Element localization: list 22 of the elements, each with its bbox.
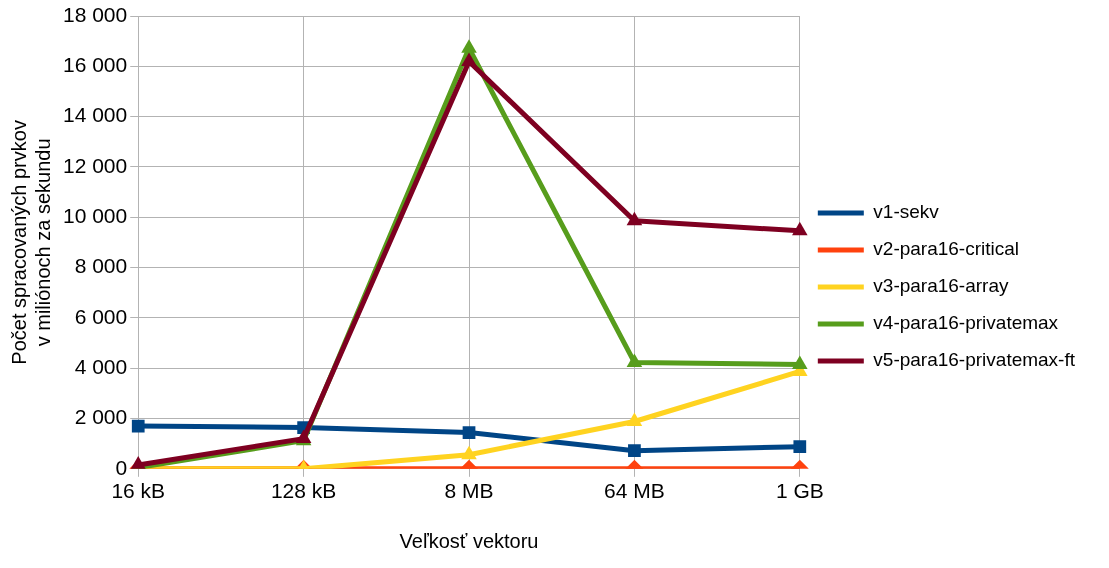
x-tick-label: 8 MB	[444, 479, 494, 503]
y-tick-label: 10 000	[63, 204, 128, 228]
y-tick-label: 12 000	[63, 153, 128, 177]
y-tick-label: 4 000	[74, 354, 128, 378]
x-tick-label: 128 kB	[270, 479, 337, 503]
y-tick-label: 2 000	[74, 405, 128, 429]
x-tick-label: 16 kB	[111, 479, 166, 503]
y-tick-label: 0	[115, 455, 128, 479]
x-axis-title: Veľkosť vektoru	[399, 529, 539, 552]
legend-label: v3-para16-array	[873, 275, 1009, 297]
legend-label: v5-para16-privatemax-ft	[873, 349, 1076, 371]
x-tick-label: 64 MB	[604, 479, 665, 503]
legend-label: v2-para16-critical	[873, 238, 1020, 260]
y-tick-label: 16 000	[63, 53, 128, 77]
legend-label: v4-para16-privatemax	[873, 312, 1059, 334]
y-tick-label: 8 000	[74, 254, 128, 278]
y-tick-label: 14 000	[63, 103, 128, 127]
y-tick-label: 18 000	[63, 2, 128, 26]
legend-label: v1-sekv	[873, 201, 940, 223]
x-tick-label: 1 GB	[775, 479, 824, 503]
y-tick-label: 6 000	[74, 304, 128, 328]
y-axis-title: Počet spracovaných prvkov v miliónoch za sekundu	[7, 120, 54, 365]
